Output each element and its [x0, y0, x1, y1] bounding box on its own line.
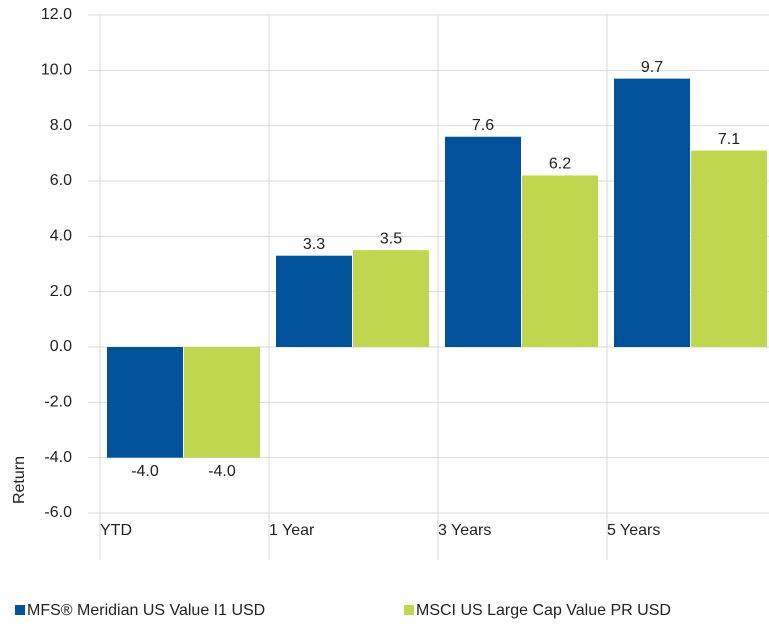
- bar: [614, 78, 690, 347]
- x-tick-label: 3 Years: [438, 522, 491, 539]
- x-tick-label: 5 Years: [607, 522, 660, 539]
- legend-label: MSCI US Large Cap Value PR USD: [416, 602, 671, 619]
- bar: [184, 347, 260, 458]
- bar: [276, 255, 352, 347]
- y-tick-label: 4.0: [50, 228, 72, 245]
- y-tick-label: 10.0: [41, 62, 72, 79]
- bar: [445, 136, 521, 347]
- data-label: 3.5: [380, 230, 402, 247]
- data-label: 6.2: [549, 156, 571, 173]
- y-tick-label: -4.0: [44, 449, 72, 466]
- x-tick-label: 1 Year: [269, 522, 315, 539]
- bar: [522, 175, 598, 347]
- legend-swatch: [404, 605, 414, 615]
- x-tick-label: YTD: [100, 522, 132, 539]
- legend-label: MFS® Meridian US Value I1 USD: [27, 602, 265, 619]
- bar: [107, 347, 183, 458]
- y-tick-label: 12.0: [41, 6, 72, 23]
- data-label: 7.1: [718, 131, 740, 148]
- legend-swatch: [15, 605, 25, 615]
- y-tick-label: 0.0: [50, 338, 72, 355]
- bar: [691, 150, 767, 347]
- data-label: 9.7: [641, 59, 663, 76]
- data-label: 3.3: [303, 236, 325, 253]
- y-tick-label: -2.0: [44, 394, 72, 411]
- y-tick-label: 6.0: [50, 172, 72, 189]
- y-tick-label: 8.0: [50, 117, 72, 134]
- y-tick-label: 2.0: [50, 283, 72, 300]
- data-label: 7.6: [472, 117, 494, 134]
- data-label: -4.0: [131, 463, 159, 480]
- y-axis-label: Return: [11, 456, 28, 504]
- data-label: -4.0: [208, 463, 236, 480]
- y-tick-label: -6.0: [44, 504, 72, 521]
- bar: [353, 250, 429, 347]
